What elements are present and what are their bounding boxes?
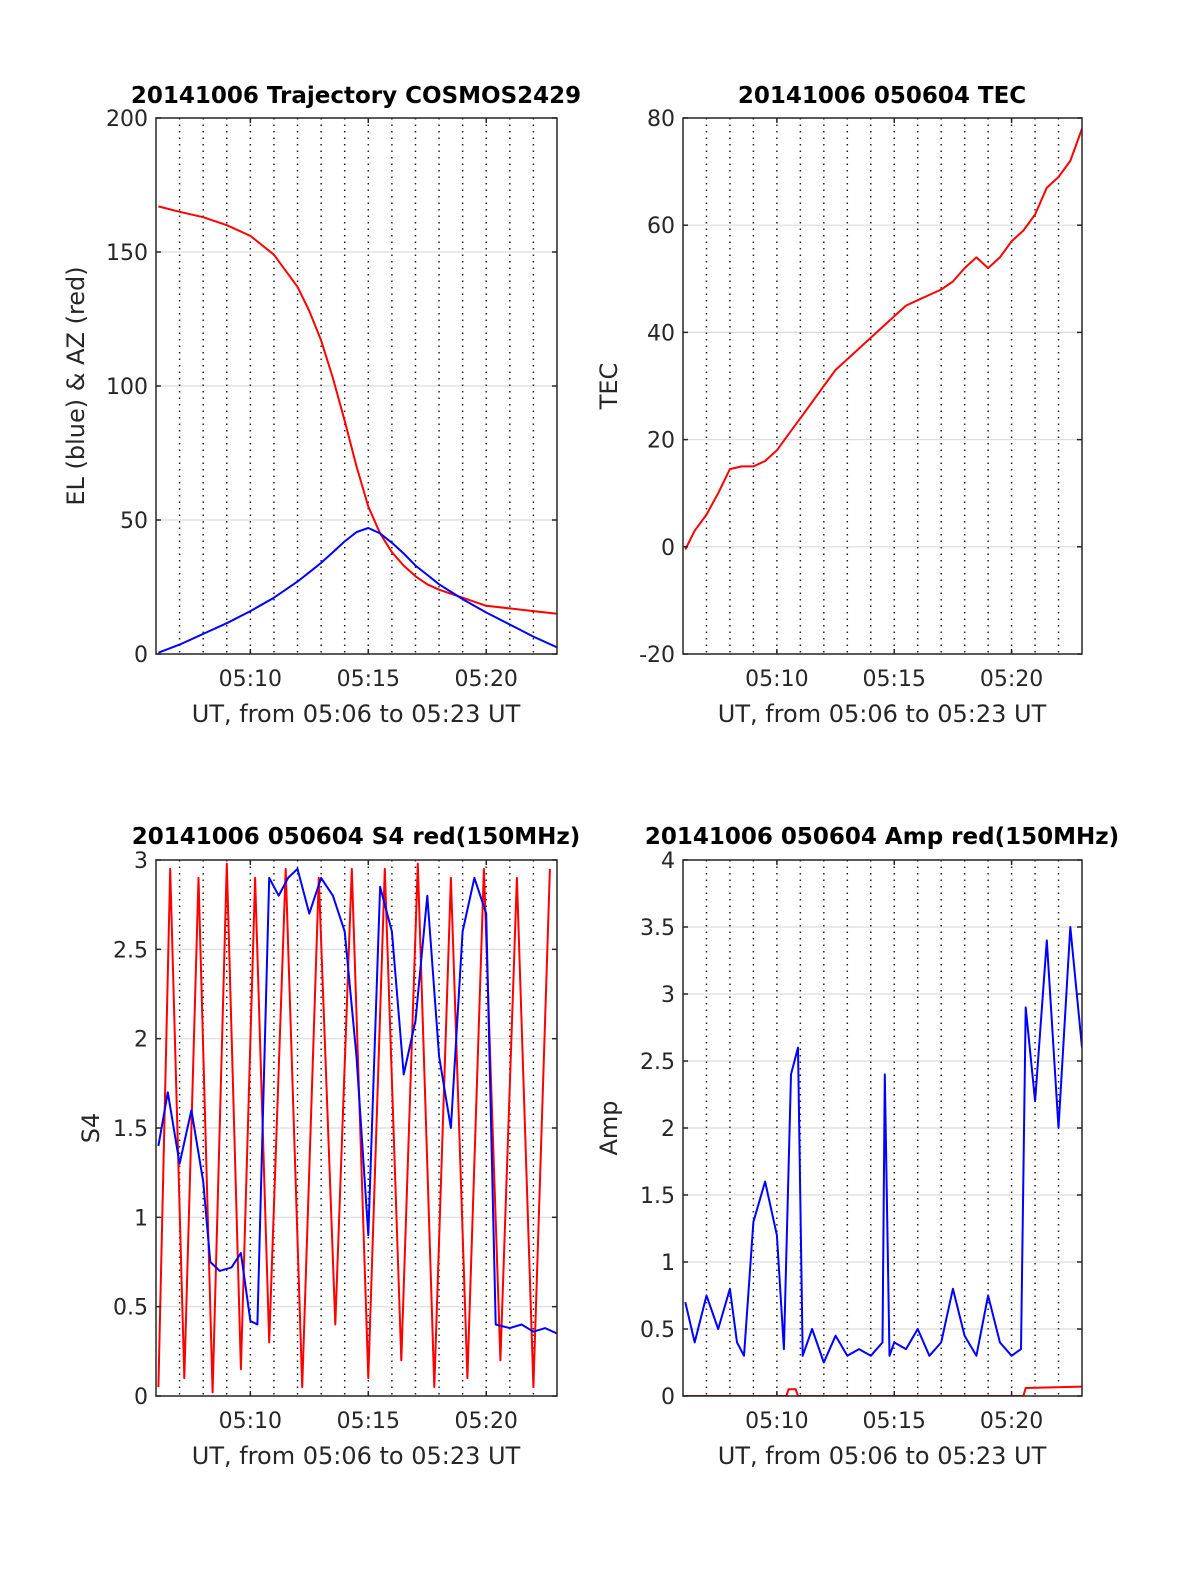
tec-ytick-label: -20: [639, 643, 675, 668]
s4-xtick-label: 05:20: [455, 1409, 518, 1434]
amp-xtick-label: 05:20: [980, 1409, 1043, 1434]
s4-xlabel: UT, from 05:06 to 05:23 UT: [192, 1442, 521, 1470]
amp-ytick-label: 4: [661, 849, 675, 874]
amp-ytick-label: 3.5: [640, 916, 675, 941]
amp-ylabel: Amp: [595, 1100, 623, 1155]
amp-ytick-label: 0: [661, 1385, 675, 1410]
trajectory-ylabel: EL (blue) & AZ (red): [62, 266, 90, 505]
amp-panel: 20141006 050604 Amp red(150MHz) UT, from…: [595, 824, 1119, 1470]
s4-xtick-label: 05:10: [219, 1409, 282, 1434]
trajectory-ytick-label: 100: [106, 375, 148, 400]
amp-series-line-1: [684, 926, 1082, 1364]
tec-xtick-label: 05:15: [863, 667, 926, 692]
tec-ylabel: TEC: [595, 363, 623, 411]
amp-ytick-label: 0.5: [640, 1318, 675, 1343]
trajectory-title: 20141006 Trajectory COSMOS2429: [131, 83, 581, 109]
trajectory-xtick-label: 05:10: [219, 667, 282, 692]
trajectory-xtick-label: 05:20: [455, 667, 518, 692]
trajectory-ytick-label: 200: [106, 107, 148, 132]
s4-series-line-1: [157, 867, 557, 1335]
amp-ytick-label: 2: [661, 1117, 675, 1142]
trajectory-series-line-0: [158, 205, 557, 615]
trajectory-xlabel: UT, from 05:06 to 05:23 UT: [192, 700, 521, 728]
trajectory-series-line-1: [158, 527, 557, 654]
amp-ytick-label: 1.5: [640, 1184, 675, 1209]
tec-ytick-label: 20: [647, 429, 675, 454]
tec-plot-area: [683, 118, 1082, 654]
amp-ytick-label: 1: [661, 1251, 675, 1276]
amp-xlabel: UT, from 05:06 to 05:23 UT: [718, 1442, 1047, 1470]
amp-xtick-label: 05:10: [745, 1409, 808, 1434]
tec-series-line-0: [684, 128, 1082, 550]
s4-ytick-label: 0.5: [113, 1296, 148, 1321]
s4-panel: 20141006 050604 S4 red(150MHz) UT, from …: [77, 824, 580, 1470]
s4-ytick-label: 2.5: [113, 938, 148, 963]
trajectory-xtick-label: 05:15: [337, 667, 400, 692]
s4-ytick-label: 1.5: [113, 1117, 148, 1142]
tec-ytick-label: 40: [647, 321, 675, 346]
amp-ytick-label: 2.5: [640, 1050, 675, 1075]
tec-xlabel: UT, from 05:06 to 05:23 UT: [718, 700, 1047, 728]
amp-xtick-label: 05:15: [863, 1409, 926, 1434]
s4-title: 20141006 050604 S4 red(150MHz): [132, 824, 581, 850]
amp-series-line-0: [685, 1385, 1082, 1396]
s4-ytick-label: 1: [134, 1206, 148, 1231]
tec-title: 20141006 050604 TEC: [738, 83, 1026, 109]
trajectory-panel: 20141006 Trajectory COSMOS2429 UT, from …: [62, 83, 581, 728]
tec-xtick-label: 05:10: [745, 667, 808, 692]
s4-ytick-label: 0: [134, 1385, 148, 1410]
trajectory-ytick-label: 150: [106, 241, 148, 266]
tec-ytick-label: 60: [647, 214, 675, 239]
trajectory-ytick-label: 0: [134, 643, 148, 668]
s4-ytick-label: 2: [134, 1028, 148, 1053]
tec-panel: 20141006 050604 TEC UT, from 05:06 to 05…: [595, 83, 1083, 728]
amp-ytick-label: 3: [661, 983, 675, 1008]
s4-ylabel: S4: [77, 1113, 105, 1144]
amp-title: 20141006 050604 Amp red(150MHz): [645, 824, 1119, 850]
tec-ytick-label: 0: [661, 536, 675, 561]
trajectory-ytick-label: 50: [120, 509, 148, 534]
tec-xtick-label: 05:20: [980, 667, 1043, 692]
s4-series-line-0: [157, 862, 551, 1394]
tec-ytick-label: 80: [647, 107, 675, 132]
s4-xtick-label: 05:15: [337, 1409, 400, 1434]
s4-ytick-label: 3: [134, 849, 148, 874]
tec-axes-box: [682, 117, 1083, 655]
